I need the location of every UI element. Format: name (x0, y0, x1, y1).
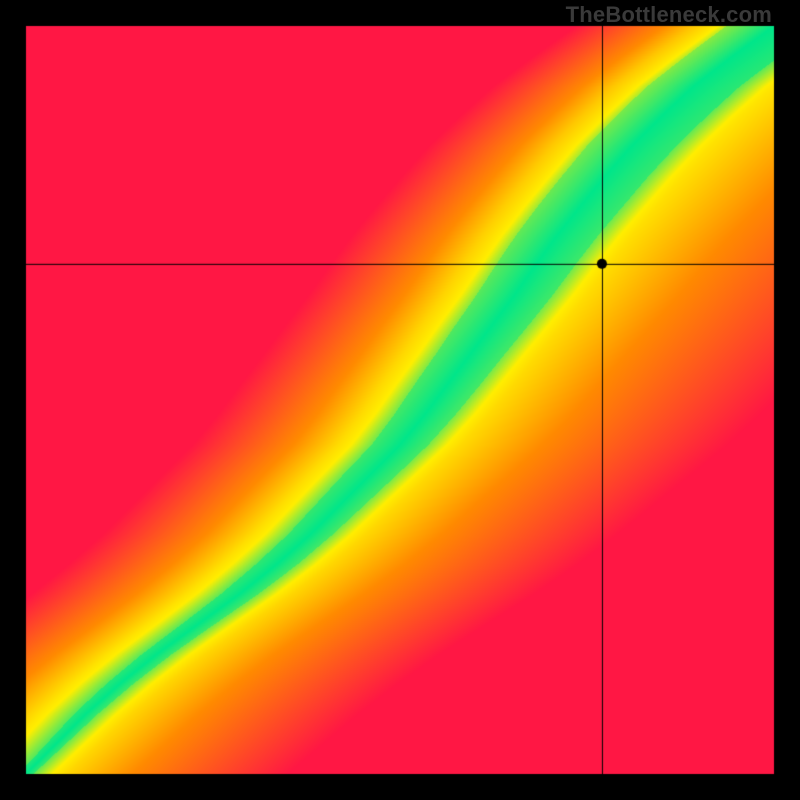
watermark-text: TheBottleneck.com (566, 2, 772, 28)
bottleneck-heatmap (0, 0, 800, 800)
chart-container: TheBottleneck.com (0, 0, 800, 800)
